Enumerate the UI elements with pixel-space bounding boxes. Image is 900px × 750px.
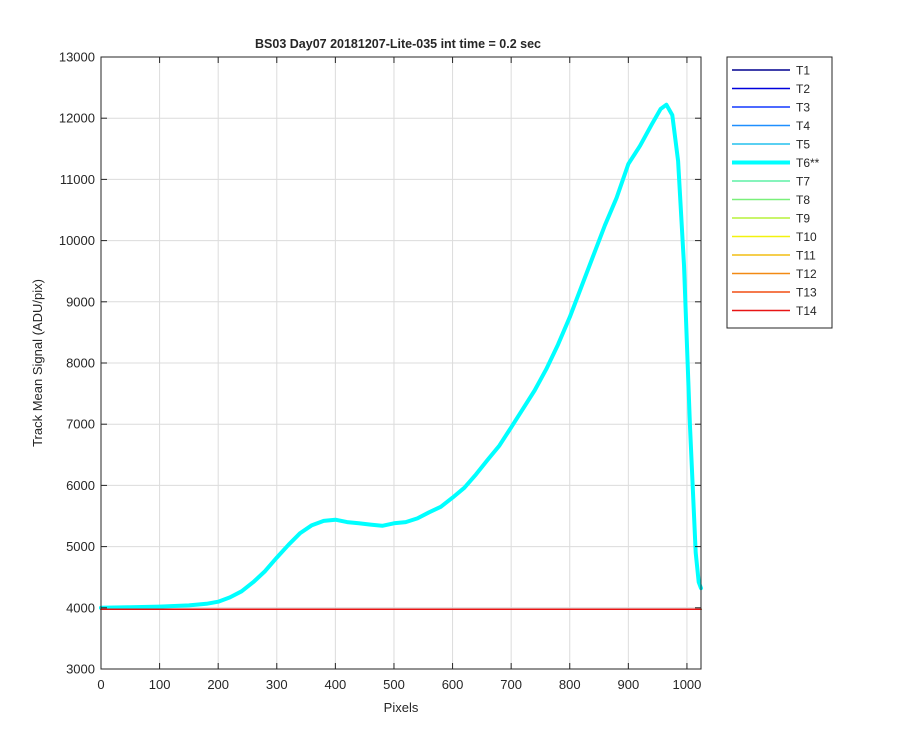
y-axis-label: Track Mean Signal (ADU/pix) <box>30 279 45 447</box>
legend-label: T11 <box>796 249 816 263</box>
x-tick-label: 900 <box>617 677 639 692</box>
x-tick-label: 300 <box>266 677 288 692</box>
legend-label: T12 <box>796 267 817 281</box>
y-tick-label: 4000 <box>66 600 95 615</box>
chart-title: BS03 Day07 20181207-Lite-035 int time = … <box>255 37 541 51</box>
series-group <box>99 102 703 611</box>
x-tick-label: 0 <box>97 677 104 692</box>
x-tick-label: 100 <box>149 677 171 692</box>
y-tick-label: 8000 <box>66 356 95 371</box>
legend-label: T9 <box>796 212 810 226</box>
x-tick-label: 1000 <box>672 677 701 692</box>
legend-label: T4 <box>796 119 810 133</box>
legend-label: T14 <box>796 304 817 318</box>
legend-label: T1 <box>796 64 810 78</box>
x-axis-label: Pixels <box>384 700 419 715</box>
x-tick-label: 600 <box>442 677 464 692</box>
legend-box <box>726 56 833 329</box>
y-tick-label: 13000 <box>59 50 95 65</box>
x-tick-label: 800 <box>559 677 581 692</box>
x-tick-label: 700 <box>500 677 522 692</box>
legend: T1 T2 T3 T4 T5 T6** T7 T8 T9 T10 T11 T12 T13 T14 <box>726 56 833 329</box>
legend-label: T13 <box>796 286 817 300</box>
legend-label: T7 <box>796 175 810 189</box>
legend-label: T6** <box>796 156 820 170</box>
y-tick-label: 12000 <box>59 111 95 126</box>
series-line-t6 <box>99 102 703 610</box>
y-tick-label: 5000 <box>66 539 95 554</box>
y-tick-label: 10000 <box>59 233 95 248</box>
y-tick-label: 9000 <box>66 294 95 309</box>
legend-label: T10 <box>796 230 817 244</box>
axis-ticks: 0 100 200 300 400 500 600 700 800 900 1000 3000 4000… <box>59 50 702 693</box>
x-tick-label: 400 <box>325 677 347 692</box>
legend-label: T8 <box>796 193 810 207</box>
y-tick-label: 6000 <box>66 478 95 493</box>
y-tick-label: 3000 <box>66 662 95 677</box>
legend-label: T3 <box>796 101 810 115</box>
x-tick-label: 200 <box>207 677 229 692</box>
x-tick-label: 500 <box>383 677 405 692</box>
legend-label: T5 <box>796 138 810 152</box>
legend-label: T2 <box>796 82 810 96</box>
y-tick-label: 7000 <box>66 417 95 432</box>
y-tick-label: 11000 <box>60 172 95 187</box>
